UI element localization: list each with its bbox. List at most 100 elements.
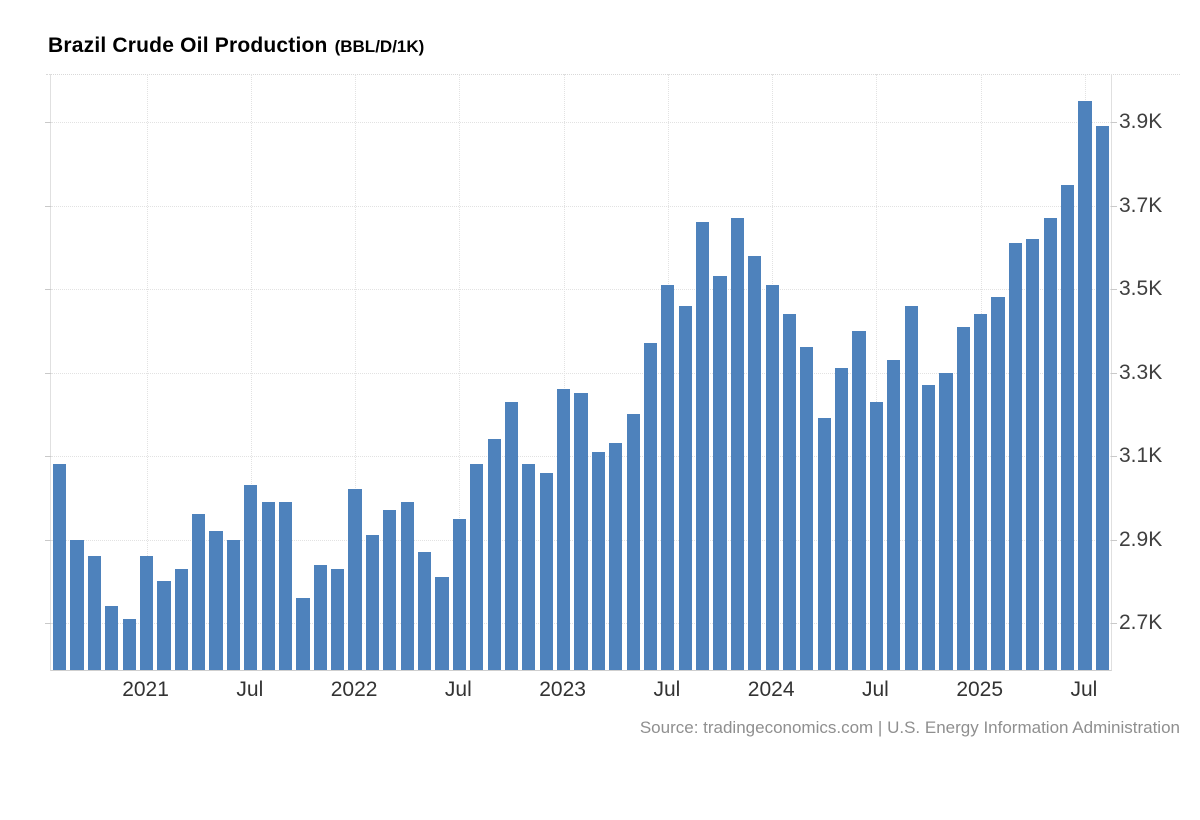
y-tick-label: 3.1K — [1119, 444, 1163, 467]
gridline-h — [51, 205, 1111, 207]
x-tick-label: 2022 — [330, 678, 378, 701]
bar-may-2022[interactable] — [418, 552, 432, 670]
bar-sep-2024[interactable] — [904, 305, 918, 670]
gridline-v — [355, 74, 357, 670]
bar-oct-2022[interactable] — [504, 401, 519, 670]
bar-aug-2021[interactable] — [261, 501, 275, 670]
bar-nov-2024[interactable] — [939, 372, 953, 670]
tick-mark-right — [1111, 205, 1117, 207]
bar-jul-2021[interactable] — [244, 485, 258, 670]
bar-dec-2021[interactable] — [331, 568, 345, 670]
bar-aug-2020[interactable] — [53, 464, 67, 670]
y-tick-label: 3.5K — [1119, 277, 1163, 300]
chart-header: Brazil Crude Oil Production (BBL/D/1K) — [48, 34, 424, 58]
bar-feb-2025[interactable] — [991, 297, 1005, 670]
bar-jan-2024[interactable] — [765, 284, 779, 670]
bar-oct-2020[interactable] — [87, 556, 102, 670]
bar-nov-2022[interactable] — [522, 464, 536, 670]
x-tick-label: Jul — [236, 678, 264, 701]
bar-jan-2023[interactable] — [557, 389, 571, 670]
bar-aug-2022[interactable] — [470, 464, 484, 670]
x-tick-label: 2025 — [956, 678, 1004, 701]
bar-feb-2022[interactable] — [365, 535, 380, 670]
bar-jul-2022[interactable] — [452, 518, 466, 670]
x-tick-label: 2024 — [747, 678, 795, 701]
bar-sep-2021[interactable] — [278, 501, 293, 670]
bar-dec-2022[interactable] — [539, 472, 553, 670]
gridline-h — [51, 289, 1111, 290]
bar-aug-2025[interactable] — [1095, 126, 1109, 670]
y-tick-label: 2.9K — [1119, 527, 1163, 551]
tick-mark-right — [1111, 623, 1117, 624]
tick-mark-right — [1111, 122, 1117, 123]
x-tick-label: 2021 — [122, 678, 169, 701]
y-tick-label: 2.7K — [1119, 611, 1163, 634]
gridline-v — [459, 74, 461, 670]
gridline-h — [51, 372, 1111, 374]
x-tick-label: Jul — [1070, 678, 1098, 701]
bar-jun-2023[interactable] — [643, 343, 658, 670]
bar-jun-2022[interactable] — [435, 577, 449, 670]
bar-dec-2020[interactable] — [122, 618, 136, 670]
tick-mark-right — [1111, 539, 1117, 541]
bar-oct-2023[interactable] — [713, 276, 727, 670]
bar-jun-2025[interactable] — [1060, 184, 1075, 670]
gridline-v — [250, 74, 252, 670]
tick-mark-left — [45, 456, 51, 457]
tick-mark-left — [45, 122, 51, 123]
x-tick-label: 2023 — [539, 678, 586, 701]
bar-jan-2021[interactable] — [139, 556, 154, 670]
tick-mark-left — [45, 372, 51, 374]
tick-mark-left — [45, 539, 51, 541]
title-unit: (BBL/D/1K) — [334, 37, 425, 56]
bar-jun-2024[interactable] — [852, 330, 866, 670]
bar-aug-2024[interactable] — [887, 359, 901, 670]
bar-sep-2020[interactable] — [70, 539, 84, 670]
bar-aug-2023[interactable] — [678, 305, 692, 670]
bar-may-2021[interactable] — [209, 531, 223, 670]
bar-nov-2023[interactable] — [730, 218, 744, 670]
bar-apr-2022[interactable] — [400, 501, 414, 670]
bar-mar-2023[interactable] — [591, 451, 605, 670]
bar-mar-2024[interactable] — [800, 347, 814, 670]
tick-mark-right — [1111, 456, 1117, 457]
bar-oct-2024[interactable] — [921, 385, 936, 670]
y-tick-label: 3.9K — [1119, 110, 1163, 133]
bar-mar-2021[interactable] — [174, 568, 188, 670]
bar-apr-2025[interactable] — [1026, 238, 1040, 670]
bar-apr-2024[interactable] — [817, 418, 831, 670]
bar-oct-2021[interactable] — [296, 597, 310, 670]
title-separator — [46, 74, 1180, 75]
bar-feb-2024[interactable] — [782, 314, 797, 670]
bar-nov-2020[interactable] — [105, 606, 119, 670]
x-tick-label: Jul — [861, 678, 889, 701]
bar-dec-2023[interactable] — [748, 255, 762, 670]
bar-jan-2025[interactable] — [974, 314, 988, 670]
gridline-v — [563, 74, 565, 670]
x-tick-label: Jul — [653, 678, 681, 701]
bar-jul-2025[interactable] — [1078, 101, 1092, 670]
tick-mark-left — [45, 623, 51, 624]
bar-apr-2021[interactable] — [192, 514, 206, 670]
bar-may-2023[interactable] — [626, 414, 640, 670]
bar-feb-2021[interactable] — [157, 581, 171, 670]
bar-sep-2023[interactable] — [696, 222, 710, 670]
bar-mar-2025[interactable] — [1008, 243, 1022, 670]
bar-jul-2024[interactable] — [869, 401, 883, 670]
bar-mar-2022[interactable] — [383, 510, 397, 670]
gridline-v — [876, 74, 878, 670]
bar-nov-2021[interactable] — [313, 564, 327, 670]
bar-may-2025[interactable] — [1043, 218, 1057, 670]
bar-may-2024[interactable] — [835, 368, 849, 670]
gridline-h — [51, 122, 1111, 123]
bar-jan-2022[interactable] — [348, 489, 362, 670]
bar-feb-2023[interactable] — [574, 393, 588, 670]
bar-jul-2023[interactable] — [661, 284, 675, 670]
bar-jun-2021[interactable] — [226, 539, 241, 670]
bar-sep-2022[interactable] — [487, 439, 501, 670]
bar-apr-2023[interactable] — [609, 443, 623, 670]
page-title: Brazil Crude Oil Production — [48, 34, 328, 57]
gridline-v — [146, 74, 148, 670]
bar-dec-2024[interactable] — [956, 326, 970, 670]
